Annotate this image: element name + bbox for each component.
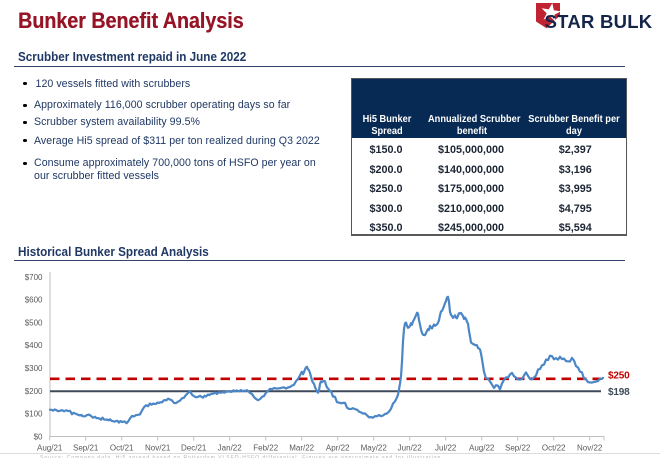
svg-text:May/22: May/22 xyxy=(361,443,388,452)
svg-text:Mar/22: Mar/22 xyxy=(289,443,314,452)
svg-text:$198: $198 xyxy=(608,387,630,398)
svg-text:$100: $100 xyxy=(25,410,43,419)
svg-text:Oct/22: Oct/22 xyxy=(542,443,566,452)
svg-text:Aug/21: Aug/21 xyxy=(37,443,63,452)
svg-text:$300: $300 xyxy=(25,364,43,373)
svg-text:Apr/22: Apr/22 xyxy=(326,443,350,452)
svg-text:STAR BULK: STAR BULK xyxy=(545,11,653,32)
svg-text:Jul/22: Jul/22 xyxy=(435,443,457,452)
svg-text:Nov/22: Nov/22 xyxy=(577,443,603,452)
svg-text:Sep/22: Sep/22 xyxy=(505,443,531,452)
svg-text:$0: $0 xyxy=(34,432,43,441)
svg-text:$500: $500 xyxy=(25,318,43,327)
svg-text:Oct/21: Oct/21 xyxy=(110,443,134,452)
svg-text:$600: $600 xyxy=(25,296,43,305)
svg-text:$250: $250 xyxy=(608,371,630,382)
svg-text:$200: $200 xyxy=(25,387,43,396)
svg-text:Nov/21: Nov/21 xyxy=(145,443,171,452)
svg-text:Jun/22: Jun/22 xyxy=(398,443,423,452)
svg-text:Aug/22: Aug/22 xyxy=(469,443,495,452)
svg-text:Feb/22: Feb/22 xyxy=(253,443,278,452)
svg-text:$400: $400 xyxy=(25,341,43,350)
svg-text:Dec/21: Dec/21 xyxy=(181,443,207,452)
svg-text:$700: $700 xyxy=(25,273,43,282)
svg-text:Jan/22: Jan/22 xyxy=(218,443,243,452)
svg-text:Sep/21: Sep/21 xyxy=(73,443,99,452)
